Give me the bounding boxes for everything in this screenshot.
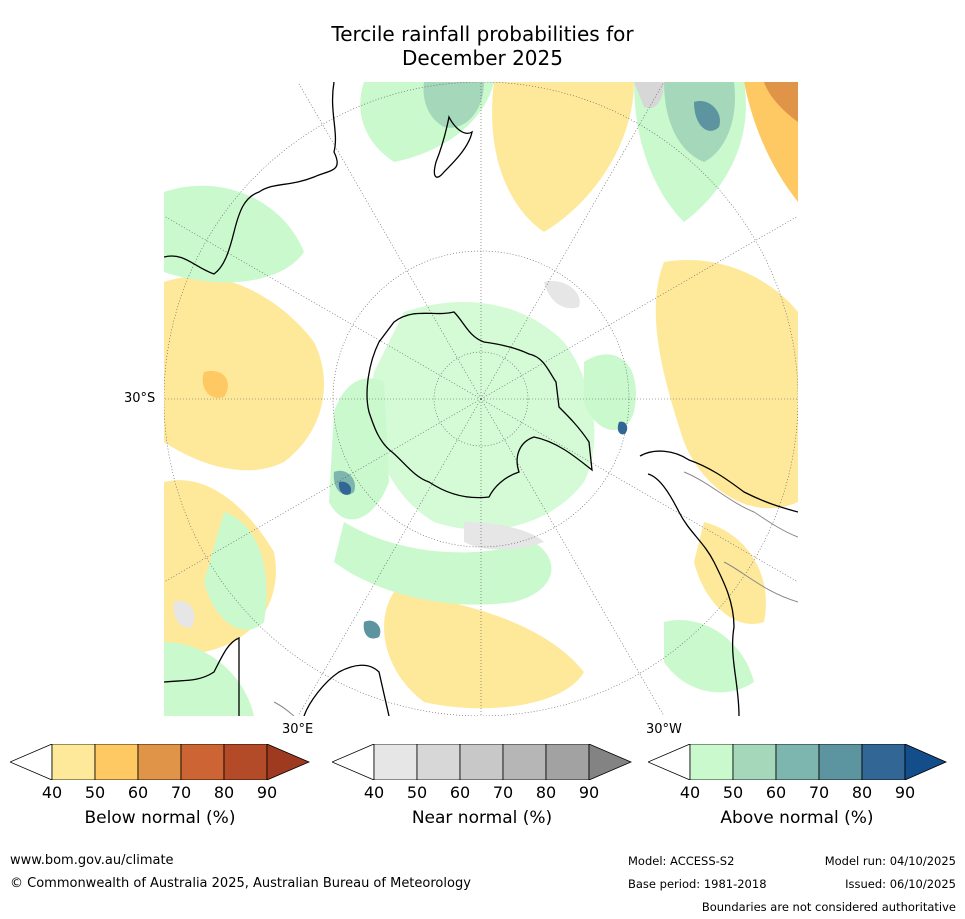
colorbar-below-normal: [10, 744, 310, 780]
tick-above-70: 70: [808, 783, 830, 802]
base-period: Base period: 1981-2018: [628, 877, 767, 891]
map-title-line1: Tercile rainfall probabilities for: [331, 22, 634, 46]
below-normal-shading: [164, 82, 798, 709]
tick-near-70: 70: [492, 783, 514, 802]
swatch-near-6: [588, 744, 632, 780]
tick-near-80: 80: [535, 783, 557, 802]
swatch-above-0: [648, 744, 691, 780]
swatch-below-5: [223, 744, 268, 780]
tick-near-40: 40: [363, 783, 385, 802]
swatch-near-2: [416, 744, 461, 780]
model-name: Model: ACCESS-S2: [628, 854, 735, 868]
australia-coastline: [164, 82, 338, 275]
swatch-below-0: [10, 744, 53, 780]
swatch-above-1: [689, 744, 734, 780]
swatch-near-4: [502, 744, 547, 780]
tick-below-90: 90: [256, 783, 278, 802]
swatch-below-6: [266, 744, 310, 780]
tick-above-60: 60: [765, 783, 787, 802]
swatch-near-0: [332, 744, 375, 780]
tick-below-70: 70: [170, 783, 192, 802]
swatch-above-5: [861, 744, 906, 780]
boundaries-disclaimer: Boundaries are not considered authoritat…: [701, 900, 956, 914]
colorbar-below-label: Below normal (%): [84, 808, 236, 828]
swatch-below-3: [137, 744, 182, 780]
swatch-above-3: [775, 744, 820, 780]
tick-above-50: 50: [722, 783, 744, 802]
swatch-below-1: [51, 744, 96, 780]
graticule: [164, 82, 798, 716]
map-title-line2: December 2025: [402, 46, 563, 70]
colorbar-above-label: Above normal (%): [720, 808, 874, 828]
coastlines: [164, 82, 798, 716]
tick-near-60: 60: [449, 783, 471, 802]
swatch-below-2: [94, 744, 139, 780]
colorbar-near-normal: [332, 744, 632, 780]
swatch-near-5: [545, 744, 590, 780]
antarctica-coastline: [366, 311, 593, 499]
swatch-above-6: [904, 744, 947, 780]
longitude-label-30w: 30°W: [646, 722, 682, 737]
tick-below-80: 80: [213, 783, 235, 802]
tick-below-50: 50: [84, 783, 106, 802]
new-zealand-coastline: [433, 115, 473, 178]
tick-above-90: 90: [894, 783, 916, 802]
colorbar-above-normal: [648, 744, 948, 780]
longitude-label-30e: 30°E: [282, 722, 314, 737]
tick-below-40: 40: [41, 783, 63, 802]
swatch-above-2: [732, 744, 777, 780]
south-america-coastline: [639, 450, 798, 716]
website-link[interactable]: www.bom.gov.au/climate: [10, 853, 174, 868]
tick-near-90: 90: [578, 783, 600, 802]
tick-above-40: 40: [679, 783, 701, 802]
swatch-near-3: [459, 744, 504, 780]
colorbar-near-label: Near normal (%): [411, 808, 553, 828]
swatch-above-4: [818, 744, 863, 780]
copyright-notice: © Commonwealth of Australia 2025, Austra…: [10, 876, 471, 891]
model-run-date: Model run: 04/10/2025: [824, 854, 956, 868]
political-boundaries: [273, 471, 798, 716]
tick-near-50: 50: [406, 783, 428, 802]
tick-above-80: 80: [851, 783, 873, 802]
tick-below-60: 60: [127, 783, 149, 802]
swatch-below-4: [180, 744, 225, 780]
issued-date: Issued: 06/10/2025: [845, 877, 956, 891]
africa-coastline: [164, 637, 390, 716]
near-normal-shading: [173, 82, 664, 628]
rainfall-probability-map: [164, 82, 798, 716]
swatch-near-1: [373, 744, 418, 780]
latitude-label-30s: 30°S: [124, 391, 156, 406]
